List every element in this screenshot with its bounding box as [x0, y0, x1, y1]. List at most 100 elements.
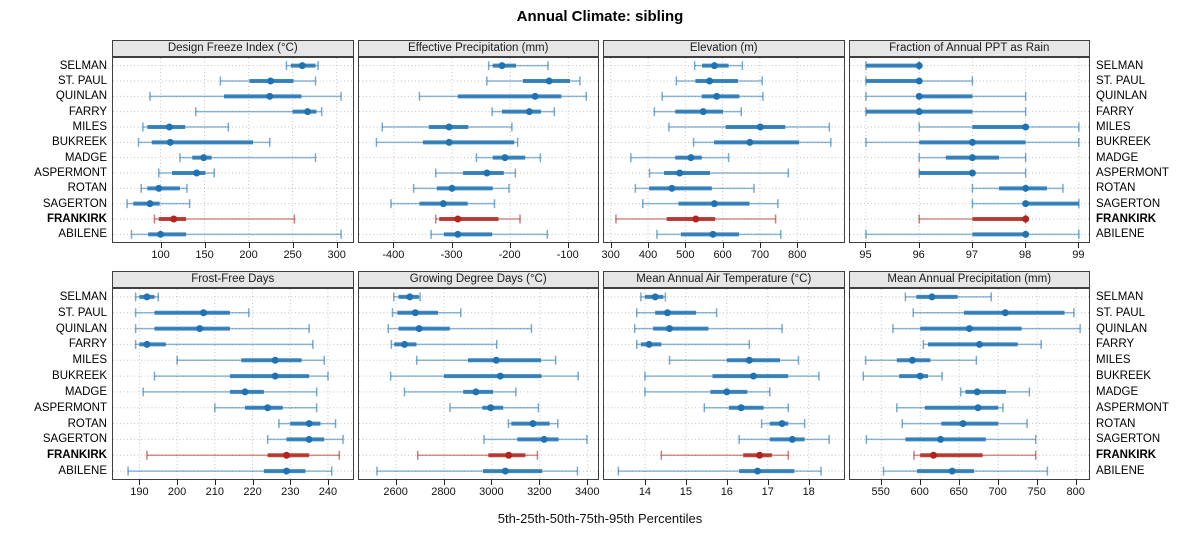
- station-label-left-abilene: ABILENE: [58, 228, 107, 241]
- highlighted-percentile-row-frankirk: [912, 450, 1036, 460]
- percentile-row-st-paul: [675, 76, 763, 86]
- median-dot: [710, 62, 718, 70]
- panel-strip-growing-degree-days-c: Growing Degree Days (°C): [357, 271, 599, 288]
- station-label-right-selman: SELMAN: [1096, 290, 1144, 303]
- x-axis-tick: [808, 480, 810, 485]
- panel-strip-frost-free-days: Frost-Free Days: [112, 271, 354, 288]
- x-axis-tick: [685, 480, 687, 485]
- x-axis-tick: [648, 243, 650, 248]
- median-dot: [737, 404, 745, 412]
- percentile-row-st-paul: [219, 76, 317, 86]
- highlighted-percentile-row-frankirk: [917, 214, 1029, 224]
- median-dot: [305, 420, 313, 428]
- median-dot: [968, 138, 976, 146]
- panel-svg: [113, 289, 353, 479]
- x-axis-tick: [539, 480, 541, 485]
- x-axis-tick-label: 200: [239, 249, 258, 261]
- station-label-right-st-paul: ST. PAUL: [1096, 75, 1145, 87]
- median-dot: [927, 293, 935, 301]
- median-dot: [482, 169, 490, 177]
- percentile-row-sagerton: [266, 434, 344, 444]
- x-axis-tick-label: 700: [988, 486, 1007, 498]
- station-label-left-madge: MADGE: [64, 151, 107, 164]
- percentile-row-farry: [390, 339, 497, 349]
- x-axis-tick: [685, 243, 687, 248]
- median-dot: [754, 467, 762, 475]
- median-dot: [746, 138, 754, 146]
- x-axis-tick-label: -300: [440, 249, 463, 261]
- median-dot: [266, 92, 274, 100]
- percentile-row-st-paul: [911, 308, 1075, 318]
- percentile-row-madge: [959, 387, 1030, 397]
- percentile-row-rotan: [634, 183, 755, 193]
- percentile-row-madge: [644, 387, 771, 397]
- panel-svg: [849, 58, 1089, 242]
- median-dot: [713, 92, 721, 100]
- percentile-row-miles: [415, 355, 556, 365]
- station-label-left-sagerton: SAGERTON: [42, 197, 107, 210]
- median-dot: [749, 372, 757, 380]
- percentile-row-aspermont: [648, 168, 790, 178]
- x-axis-tick: [1078, 243, 1080, 248]
- x-axis-tick: [252, 480, 254, 485]
- median-dot: [155, 184, 163, 192]
- median-dot: [915, 92, 923, 100]
- median-dot: [936, 435, 944, 443]
- median-dot: [143, 293, 151, 301]
- station-label-right-quinlan: QUINLAN: [1096, 90, 1148, 103]
- station-label-right-miles: MILES: [1096, 121, 1131, 133]
- station-label-right-bukreek: BUKREEK: [1096, 136, 1151, 149]
- station-label-right-abilene: ABILENE: [1096, 228, 1145, 241]
- x-axis-tick-label: 2800: [431, 486, 456, 498]
- median-dot: [915, 108, 923, 116]
- percentile-row-bukreek: [862, 371, 943, 381]
- x-axis-tick-label: 18: [802, 486, 815, 498]
- x-axis-tick-label: 2600: [383, 486, 408, 498]
- station-label-left-madge: MADGE: [64, 385, 107, 398]
- x-axis-tick-label: 96: [912, 249, 925, 261]
- x-axis-tick: [997, 480, 999, 485]
- x-axis-tick-label: 16: [720, 486, 733, 498]
- x-axis-tick-label: 300: [601, 249, 620, 261]
- median-dot: [445, 123, 453, 131]
- x-axis-tick-label: -100: [556, 249, 579, 261]
- percentile-row-sagerton: [126, 199, 191, 209]
- percentile-row-abilene: [127, 466, 333, 476]
- x-axis-tick: [395, 480, 397, 485]
- median-dot: [143, 340, 151, 348]
- percentile-row-quinlan: [864, 91, 1026, 101]
- median-dot: [282, 467, 290, 475]
- x-axis-tick: [880, 480, 882, 485]
- median-dot: [692, 215, 700, 223]
- station-label-left-rotan: ROTAN: [67, 182, 107, 195]
- percentile-row-miles: [668, 355, 800, 365]
- percentile-row-rotan: [760, 419, 806, 429]
- percentile-row-madge: [475, 153, 541, 163]
- x-axis-tick: [177, 480, 179, 485]
- median-dot: [778, 420, 786, 428]
- percentile-row-sagerton: [482, 434, 588, 444]
- highlighted-percentile-row-frankirk: [434, 214, 521, 224]
- percentile-row-bukreek: [375, 137, 518, 147]
- median-dot: [405, 293, 413, 301]
- x-axis-tick-label: 210: [205, 486, 224, 498]
- median-dot: [146, 200, 154, 208]
- median-dot: [282, 451, 290, 459]
- x-axis-tick-label: 98: [1019, 249, 1032, 261]
- x-axis-tick: [139, 480, 141, 485]
- median-dot: [531, 92, 539, 100]
- percentile-row-st-paul: [485, 76, 581, 86]
- percentile-row-sagerton: [389, 199, 495, 209]
- percentile-row-madge: [917, 153, 1026, 163]
- percentile-row-abilene: [617, 466, 822, 476]
- percentile-row-bukreek: [644, 371, 820, 381]
- x-axis-tick: [865, 243, 867, 248]
- station-label-left-rotan: ROTAN: [67, 417, 107, 430]
- percentile-row-farry: [636, 339, 751, 349]
- station-label-right-farry: FARRY: [1096, 105, 1135, 118]
- station-label-right-miles: MILES: [1096, 354, 1131, 367]
- panel-svg: [604, 58, 844, 242]
- percentile-row-rotan: [507, 419, 559, 429]
- median-dot: [298, 62, 306, 70]
- percentile-row-miles: [142, 122, 230, 132]
